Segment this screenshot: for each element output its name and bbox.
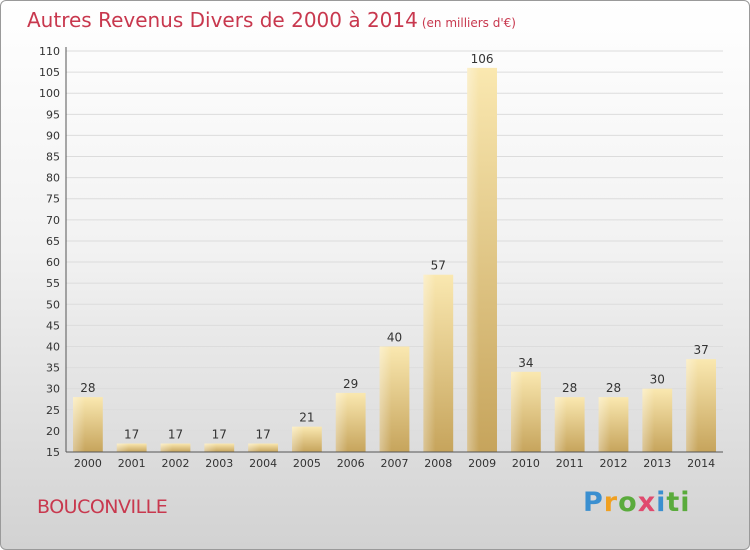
y-tick-label: 15: [46, 446, 60, 459]
x-tick-label: 2008: [424, 457, 452, 470]
value-label: 30: [650, 373, 665, 387]
x-tick-label: 2014: [687, 457, 715, 470]
y-axis-ticks: 15 20 25 30 35 40 45 50 55 60 65 70 75 80 85 90 95 100 105…: [39, 45, 60, 459]
bar: [248, 443, 278, 452]
bar-highlight: [248, 443, 261, 452]
y-tick-label: 105: [39, 66, 60, 79]
bar-highlight: [73, 397, 85, 452]
logo-letter: x: [637, 487, 657, 518]
x-tick-label: 2009: [468, 457, 496, 470]
x-tick-label: 2005: [293, 457, 321, 470]
x-tick-label: 2007: [381, 457, 409, 470]
value-label: 29: [343, 377, 358, 391]
town-name: BOUCONVILLE: [37, 496, 168, 518]
y-tick-label: 90: [46, 129, 60, 142]
x-tick-label: 2002: [162, 457, 190, 470]
chart-subtitle: (en milliers d'€): [421, 16, 516, 30]
bar-highlight: [160, 443, 173, 452]
axes: [65, 47, 723, 453]
x-tick-label: 2010: [512, 457, 540, 470]
x-tick-label: 2000: [74, 457, 102, 470]
value-label: 40: [387, 330, 402, 344]
value-label: 17: [212, 428, 227, 442]
logo-letter: o: [618, 487, 638, 518]
logo-letter: r: [603, 487, 619, 518]
y-tick-label: 75: [46, 193, 60, 206]
x-tick-label: 2011: [556, 457, 584, 470]
chart-title: Autres Revenus Divers de 2000 à 2014 (en …: [27, 8, 516, 32]
y-tick-label: 65: [46, 235, 60, 248]
x-tick-label: 2006: [337, 457, 365, 470]
y-tick-label: 110: [39, 45, 60, 58]
value-label: 17: [168, 428, 183, 442]
value-label: 17: [255, 428, 270, 442]
logo-letter: ti: [666, 487, 691, 518]
x-tick-label: 2001: [118, 457, 146, 470]
logo-letter: i: [656, 487, 667, 518]
bar-highlight: [511, 371, 523, 452]
y-tick-label: 25: [46, 404, 60, 417]
y-tick-label: 40: [46, 340, 60, 353]
y-tick-label: 60: [46, 256, 60, 269]
bar-highlight: [204, 443, 217, 452]
bar: [160, 443, 191, 452]
value-label: 37: [693, 343, 708, 357]
value-label: 28: [562, 381, 577, 395]
bar-highlight: [335, 392, 348, 452]
y-tick-label: 45: [46, 319, 60, 332]
bar-highlight: [467, 67, 480, 452]
y-tick-label: 80: [46, 172, 60, 185]
y-tick-label: 50: [46, 298, 60, 311]
bar-highlight: [423, 274, 436, 452]
bar-highlight: [379, 346, 392, 452]
bar-highlight: [554, 397, 567, 452]
x-tick-label: 2013: [643, 457, 671, 470]
chart-title-text: Autres Revenus Divers de 2000 à 2014: [27, 8, 418, 32]
x-tick-label: 2012: [600, 457, 628, 470]
bar-highlight: [642, 388, 655, 452]
value-label: 28: [80, 381, 95, 395]
y-tick-label: 30: [46, 383, 60, 396]
bar-highlight: [686, 359, 699, 452]
x-axis-ticks: 2000 2001 2002 2003 2004 2005 2006 2007 2008 2009…: [74, 457, 715, 470]
y-tick-label: 100: [39, 87, 60, 100]
bar-highlight: [292, 426, 304, 452]
value-label: 21: [299, 411, 314, 425]
y-tick-label: 70: [46, 214, 60, 227]
value-label: 28: [606, 381, 621, 395]
value-label: 17: [124, 428, 139, 442]
y-tick-label: 95: [46, 108, 60, 121]
bars: 28 17 17 17 17 21 29 40 57 106 34 28 28 30 37: [73, 52, 716, 452]
y-tick-label: 20: [46, 425, 60, 438]
logo-letter: P: [583, 487, 604, 518]
y-tick-label: 35: [46, 362, 60, 375]
bar-highlight: [116, 443, 129, 452]
y-tick-label: 85: [46, 151, 60, 164]
x-tick-label: 2004: [249, 457, 277, 470]
value-label: 106: [471, 52, 494, 66]
proxiti-logo[interactable]: Proxiti: [583, 487, 691, 518]
bar-highlight: [598, 397, 611, 452]
value-label: 34: [518, 356, 533, 370]
bar: [204, 443, 235, 452]
x-tick-label: 2003: [205, 457, 233, 470]
bar: [116, 443, 147, 452]
value-label: 57: [431, 259, 446, 273]
y-tick-label: 55: [46, 277, 60, 290]
